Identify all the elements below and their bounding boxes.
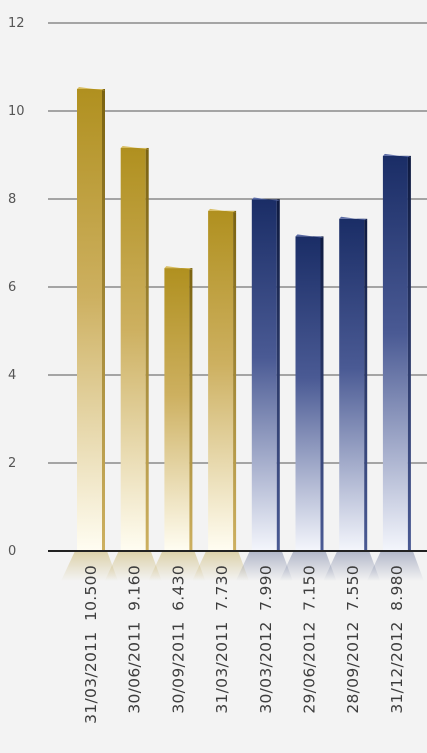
bar-face	[77, 89, 102, 551]
bar-2	[120, 145, 149, 551]
x-tick-label: 31/03/2011 10.500	[82, 565, 100, 724]
bar-4	[208, 208, 237, 551]
bar-face	[120, 147, 146, 551]
y-tick-label: 12	[8, 16, 25, 31]
y-tick-label: 6	[8, 280, 16, 295]
bar-side	[189, 268, 193, 551]
bar-reflection	[366, 551, 424, 581]
bar-reflection	[104, 551, 162, 581]
bar-reflection	[279, 551, 337, 581]
bar-top	[251, 197, 280, 201]
y-tick-label: 0	[8, 544, 16, 559]
bar-face	[339, 218, 365, 552]
bar-reflection	[235, 551, 293, 581]
bar-side	[276, 199, 280, 551]
bar-face	[295, 236, 321, 551]
x-tick-label: 30/09/2011 6.430	[169, 565, 187, 714]
bar-5	[251, 197, 280, 551]
bar-top	[382, 153, 411, 158]
x-tick-label: 31/03/2011 7.730	[213, 565, 231, 714]
y-tick-label: 10	[8, 104, 25, 119]
bar-side	[233, 210, 237, 551]
bar-reflection	[323, 551, 381, 581]
bar-face	[208, 210, 234, 551]
x-tick-labels: 31/03/2011 10.500 30/06/2011 9.160 30/09/2…	[82, 565, 406, 724]
bar-side	[145, 147, 149, 551]
x-tick-label: 30/03/2012 7.990	[257, 565, 275, 714]
bar-3	[164, 266, 193, 551]
x-tick-label: 31/12/2012 8.980	[388, 565, 406, 714]
bar-top	[164, 266, 193, 270]
y-tick-label: 8	[8, 192, 16, 207]
bar-1	[77, 87, 105, 551]
bar-top	[77, 87, 105, 91]
bar-7	[339, 216, 368, 552]
y-tick-labels: 0 2 4 6 8 10 12	[8, 16, 25, 559]
bar-top	[208, 208, 237, 213]
bar-face	[164, 268, 190, 551]
bar-reflection	[61, 551, 118, 581]
y-tick-label: 4	[8, 368, 16, 383]
bar-8	[382, 153, 411, 551]
bar-face	[382, 155, 408, 551]
bar-reflection	[148, 551, 206, 581]
bar-face	[251, 199, 277, 551]
x-tick-label: 30/06/2011 9.160	[126, 565, 144, 714]
y-tick-label: 2	[8, 456, 16, 471]
bar-reflection	[192, 551, 250, 581]
bar-top	[120, 145, 149, 150]
bar-side	[364, 218, 368, 552]
x-tick-label: 28/09/2012 7.550	[344, 565, 362, 714]
bar-6	[295, 234, 324, 551]
bar-top	[295, 234, 324, 238]
bar-side	[407, 155, 411, 551]
bar-side	[320, 236, 324, 551]
x-tick-label: 29/06/2012 7.150	[301, 565, 319, 714]
bar-reflections	[61, 551, 424, 581]
bar-side	[102, 89, 105, 551]
bar-top	[339, 216, 368, 221]
bars	[77, 87, 411, 552]
